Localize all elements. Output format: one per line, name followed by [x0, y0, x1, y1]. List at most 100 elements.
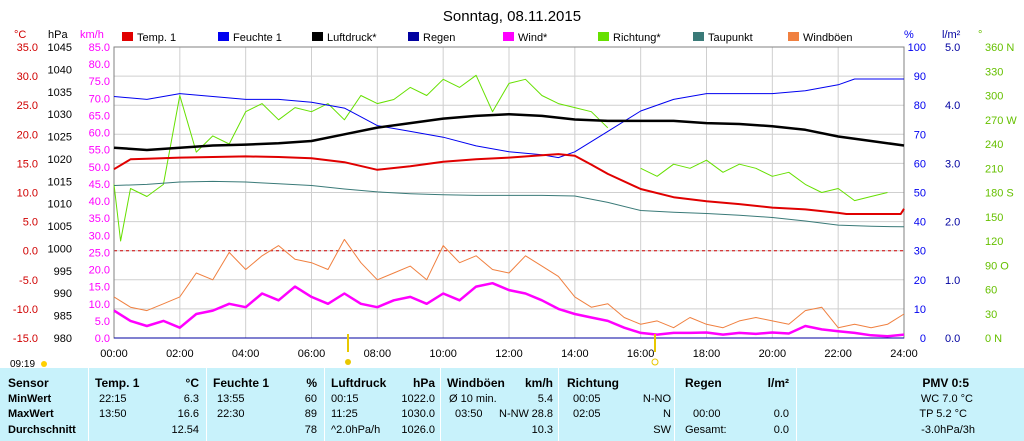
temp-tick: 10.0: [17, 188, 38, 200]
wind-tick: 60.0: [89, 128, 110, 140]
legend-swatch: [503, 32, 514, 41]
stats-row-min-label: MinWert: [8, 393, 52, 405]
legend-label: Temp. 1: [137, 32, 176, 44]
stats-gust-unit: km/h: [524, 376, 553, 390]
pressure-tick: 1035: [48, 87, 72, 99]
temp-tick: 20.0: [17, 129, 38, 141]
stats-humidity-unit: %: [306, 376, 317, 390]
series-layer: [113, 74, 905, 339]
x-tick: 20:00: [759, 348, 787, 360]
direction-tick: 240: [985, 139, 1003, 151]
wind-tick: 40.0: [89, 196, 110, 208]
x-tick: 24:00: [890, 348, 918, 360]
humidity-tick: 20: [914, 275, 926, 287]
humidity-tick: 100: [908, 42, 926, 54]
stats-col-sensor: Sensor MinWert MaxWert Durchschnitt: [0, 368, 88, 441]
wind-tick: 65.0: [89, 110, 110, 122]
temp-tick: 25.0: [17, 100, 38, 112]
chart-title: Sonntag, 08.11.2015: [443, 8, 581, 25]
stats-pmv-header: PMV 0:5: [922, 376, 969, 390]
stats-direction-max-time: 02:05: [573, 408, 601, 420]
temp-tick: -10.0: [13, 304, 38, 316]
direction-tick: 270 W: [985, 115, 1017, 127]
stats-temp-min-time: 22:15: [99, 393, 127, 405]
stats-pressure-max-time: 11:25: [331, 408, 358, 420]
temp-tick: 30.0: [17, 71, 38, 83]
series-windben: [113, 238, 905, 329]
legend-label: Windböen: [803, 32, 853, 44]
rain-tick: 4.0: [945, 100, 960, 112]
wind-tick: 75.0: [89, 76, 110, 88]
stats-rain-max-time: 00:00: [693, 408, 721, 420]
humidity-tick: 0: [920, 333, 926, 345]
stats-direction-avg-value: SW: [653, 424, 671, 436]
wind-tick: 45.0: [89, 179, 110, 191]
rain-tick: 1.0: [945, 275, 960, 287]
stats-humidity-avg-value: 78: [304, 424, 317, 436]
stats-pmv-windchill: WC 7.0 °C: [920, 393, 973, 405]
wind-tick: 25.0: [89, 247, 110, 259]
legend-swatch: [788, 32, 799, 41]
sunrise-marker: [41, 361, 47, 367]
stats-temp-header: Temp. 1: [95, 376, 140, 390]
stats-rain-total-value: 0.0: [773, 424, 789, 436]
stats-direction-min-time: 00:05: [573, 393, 601, 405]
humidity-tick: 70: [914, 129, 926, 141]
direction-tick: 180 S: [985, 188, 1014, 200]
stats-col-pressure: Luftdruck hPa 00:15 1022.0 11:25 1030.0 …: [324, 368, 441, 441]
pressure-tick: 1010: [48, 199, 72, 211]
axes: 35.0 30.0 25.0 20.0 15.0 10.0 5.0 0.0 -5.0 -10.0 -…: [13, 42, 1017, 360]
legend-label: Feuchte 1: [233, 32, 282, 44]
pressure-tick: 1040: [48, 64, 72, 76]
legend-swatch: [693, 32, 704, 41]
legend-label: Taupunkt: [708, 32, 753, 44]
series-temp1: [113, 153, 905, 215]
stats-direction-max-value: N: [663, 408, 671, 420]
legend-label: Richtung*: [613, 32, 661, 44]
humidity-tick: 30: [914, 246, 926, 258]
rain-tick: 3.0: [945, 158, 960, 170]
timestamp-label: 09:19: [10, 359, 35, 368]
x-tick: 16:00: [627, 348, 655, 360]
wind-tick: 80.0: [89, 59, 110, 71]
stats-humidity-min-time: 13:55: [217, 393, 245, 405]
series-feuchte1: [113, 78, 904, 159]
direction-tick: 30: [985, 309, 997, 321]
wind-tick: 15.0: [89, 282, 110, 294]
humidity-tick: 50: [914, 188, 926, 200]
direction-tick: 210: [985, 163, 1003, 175]
wind-tick: 55.0: [89, 145, 110, 157]
humidity-tick: 10: [914, 304, 926, 316]
humidity-tick: 80: [914, 100, 926, 112]
series-wind: [113, 281, 905, 338]
wind-tick: 0.0: [95, 333, 110, 345]
series-taupunkt: [113, 180, 905, 228]
stats-gust-avg-value: 10.3: [531, 424, 553, 436]
stats-direction-header: Richtung: [567, 376, 619, 390]
pressure-tick: 1015: [48, 176, 72, 188]
humidity-tick: 90: [914, 71, 926, 83]
temp-tick: 0.0: [23, 246, 38, 258]
legend-label: Regen: [423, 32, 455, 44]
stats-pressure-header: Luftdruck: [331, 376, 387, 390]
stats-temp-max-time: 13:50: [99, 408, 127, 420]
humidity-tick: 60: [914, 158, 926, 170]
stats-direction-min-value: N-NO: [642, 393, 671, 405]
direction-tick: 330: [985, 66, 1003, 78]
temp-unit: °C: [14, 29, 26, 41]
stats-gust-max-direction: N-NW: [499, 408, 529, 420]
temp-tick: 5.0: [23, 217, 38, 229]
stats-pmv-dewpoint: TP 5.2 °C: [919, 408, 967, 420]
rain-tick: 2.0: [945, 217, 960, 229]
markers: 09:19: [10, 334, 659, 368]
stats-col-rain: Regen l/m² 00:00 0.0 Gesamt: 0.0: [674, 368, 797, 441]
stats-rain-total-label: Gesamt:: [685, 424, 727, 436]
x-tick: 02:00: [166, 348, 194, 360]
wind-tick: 30.0: [89, 230, 110, 242]
stats-humidity-max-value: 89: [304, 408, 317, 420]
direction-tick: 360 N: [985, 42, 1014, 54]
wind-unit: km/h: [80, 29, 104, 41]
legend-swatch: [122, 32, 133, 41]
wind-tick: 20.0: [89, 265, 110, 277]
stats-gust-header: Windböen: [447, 376, 505, 390]
